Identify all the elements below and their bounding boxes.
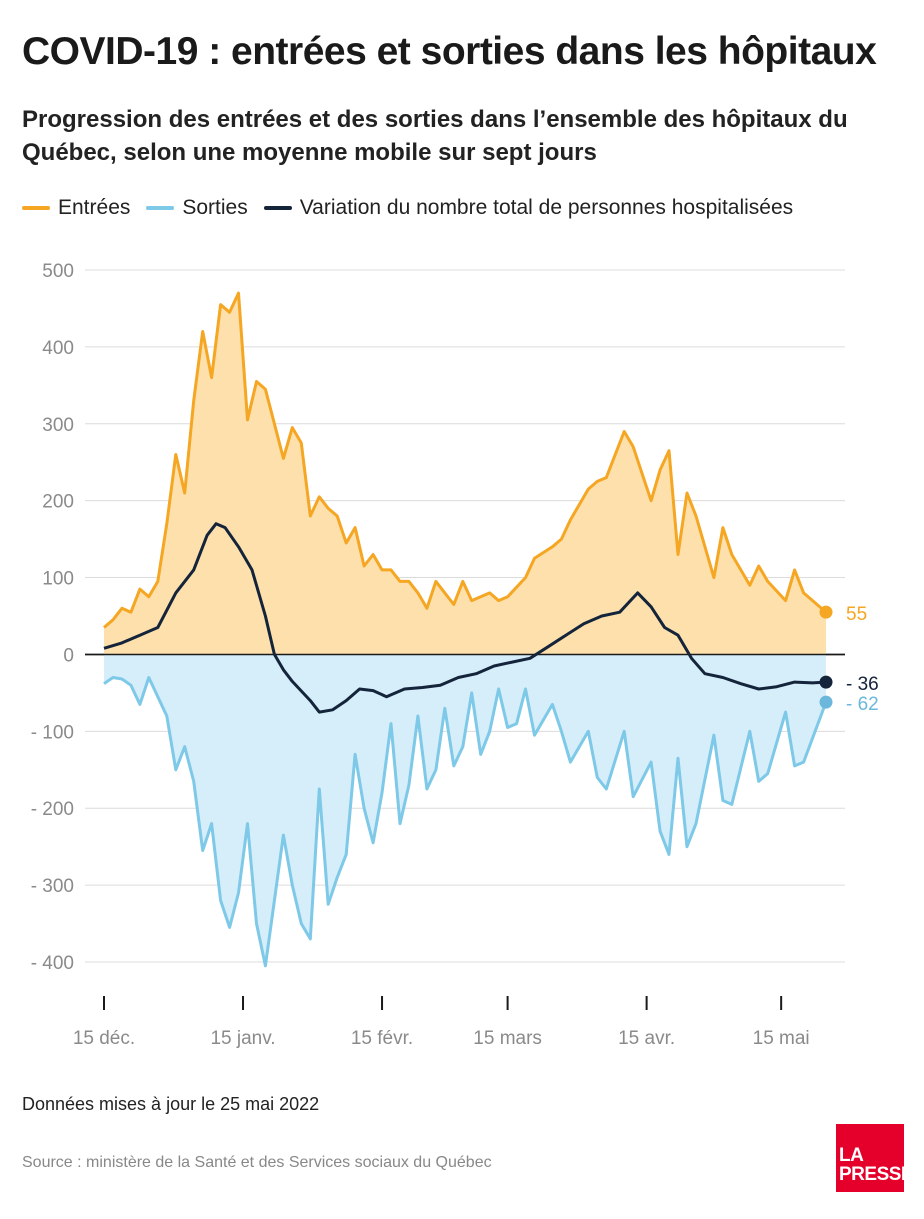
end-marker [819, 605, 833, 619]
y-tick-label: 400 [42, 338, 74, 359]
y-tick-label: 500 [42, 261, 74, 282]
end-value-label: - 36 [846, 674, 879, 695]
chart-subtitle: Progression des entrées et des sorties d… [22, 106, 848, 166]
line-layer [103, 291, 828, 968]
update-note: Données mises à jour le 25 mai 2022 [22, 1094, 320, 1114]
legend-label-sorties: Sorties [182, 196, 248, 219]
end-value-label: - 62 [846, 694, 879, 715]
la-presse-logo: LA PRESSE [836, 1124, 914, 1192]
y-tick-label: 300 [42, 415, 74, 436]
x-tick-label: 15 janv. [210, 1028, 275, 1049]
hospital-chart: 500 400 300 200 100 0 - 100 - 200 - 300 - 400 15 d… [31, 261, 879, 1049]
logo-line-1: LA [839, 1145, 864, 1166]
x-tick-label: 15 févr. [351, 1028, 413, 1049]
variation-line [103, 522, 827, 714]
x-tick-label: 15 avr. [618, 1028, 675, 1049]
source-note: Source : ministère de la Santé et des Se… [22, 1154, 492, 1171]
y-tick-label: 100 [42, 569, 74, 590]
end-value-label: 55 [846, 604, 867, 625]
y-tick-label: - 200 [31, 799, 74, 820]
chart-title: COVID-19 : entrées et sorties dans les h… [22, 30, 877, 73]
entrees-line [103, 291, 827, 629]
y-tick-label: 0 [63, 645, 74, 666]
end-label-layer: 55 - 36- 62 [819, 604, 879, 715]
x-tick-label: 15 mai [753, 1028, 810, 1049]
y-tick-label: - 300 [31, 876, 74, 897]
sorties-area [104, 654, 826, 966]
legend-label-entrees: Entrées [58, 196, 131, 219]
legend-item-entrees: Entrées [22, 196, 130, 220]
legend-swatch-entrees [22, 206, 50, 210]
legend-swatch-variation [263, 206, 292, 210]
y-tick-label: 200 [42, 492, 74, 513]
legend-label-variation: Variation du nombre total de personnes h… [299, 196, 794, 219]
legend: Entrées Sorties Variation du nombre tota… [22, 196, 809, 220]
axis-layer: 500 400 300 200 100 0 - 100 - 200 - 300 - 400 15 d… [31, 261, 810, 1049]
end-marker [819, 675, 833, 689]
legend-item-sorties: Sorties [146, 196, 248, 220]
y-tick-label: - 400 [31, 953, 74, 974]
fill-layer [85, 293, 845, 966]
legend-item-variation: Variation du nombre total de personnes h… [263, 196, 794, 220]
y-tick-label: - 100 [31, 722, 74, 743]
x-tick-label: 15 déc. [73, 1028, 135, 1049]
logo-line-2: PRESSE [839, 1164, 914, 1185]
legend-swatch-sorties [146, 206, 175, 210]
end-marker [819, 695, 833, 709]
sorties-line [103, 676, 828, 968]
x-tick-label: 15 mars [473, 1028, 542, 1049]
entrees-area [104, 293, 826, 655]
